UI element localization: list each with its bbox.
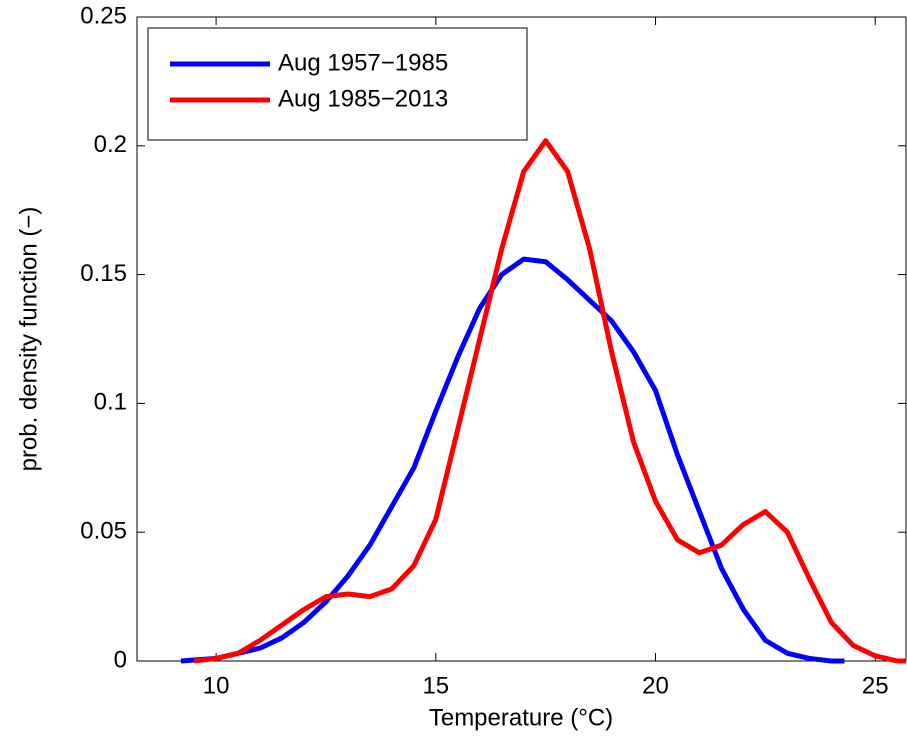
line-series <box>180 256 845 664</box>
y-tick-label: 0.15 <box>80 260 127 287</box>
legend-label: Aug 1957−1985 <box>278 49 448 76</box>
plot-frame <box>136 16 907 662</box>
x-tick-label: 15 <box>422 672 449 699</box>
legend-box <box>147 27 528 141</box>
y-tick-label: 0.25 <box>80 2 127 29</box>
x-tick-label: 10 <box>203 672 230 699</box>
y-tick-label: 0.05 <box>80 518 127 545</box>
y-tick-label: 0 <box>114 646 127 673</box>
x-tick-label: 20 <box>642 672 669 699</box>
line-series <box>193 138 906 664</box>
legend-label: Aug 1985−2013 <box>278 85 448 112</box>
y-axis-label: prob. density function (−) <box>15 207 42 472</box>
y-tick-label: 0.2 <box>94 131 127 158</box>
x-axis-label: Temperature (°C) <box>429 704 613 731</box>
y-tick-label: 0.1 <box>94 389 127 416</box>
x-tick-label: 25 <box>862 672 889 699</box>
